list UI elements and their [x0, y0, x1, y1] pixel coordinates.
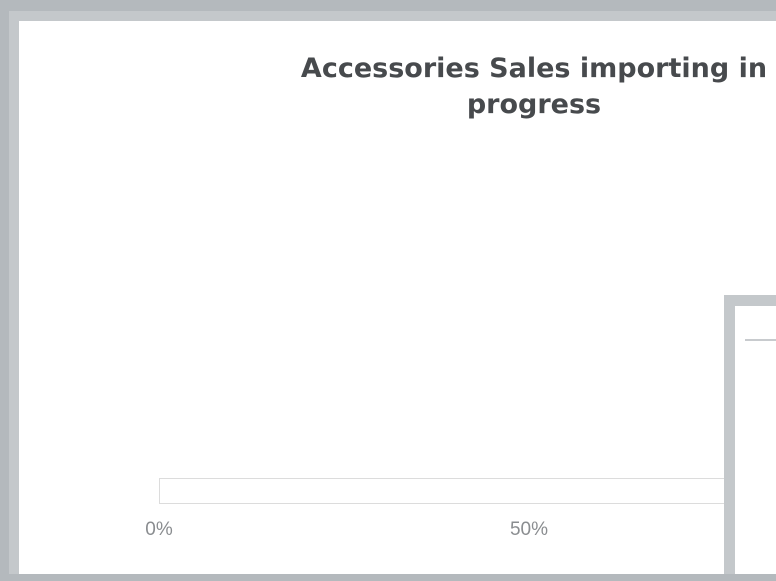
progress-tick-label: 50% [509, 519, 549, 540]
secondary-dialog-divider [745, 339, 776, 341]
progress-bar [159, 478, 776, 504]
secondary-dialog [724, 295, 776, 574]
progress-tick-label: 0% [145, 519, 173, 540]
import-dialog-panel: Accessories Sales importing in progress … [19, 21, 776, 574]
dialog-title: Accessories Sales importing in progress [300, 53, 768, 120]
import-dialog-window: Accessories Sales importing in progress … [9, 11, 776, 574]
secondary-dialog-panel [735, 306, 776, 574]
